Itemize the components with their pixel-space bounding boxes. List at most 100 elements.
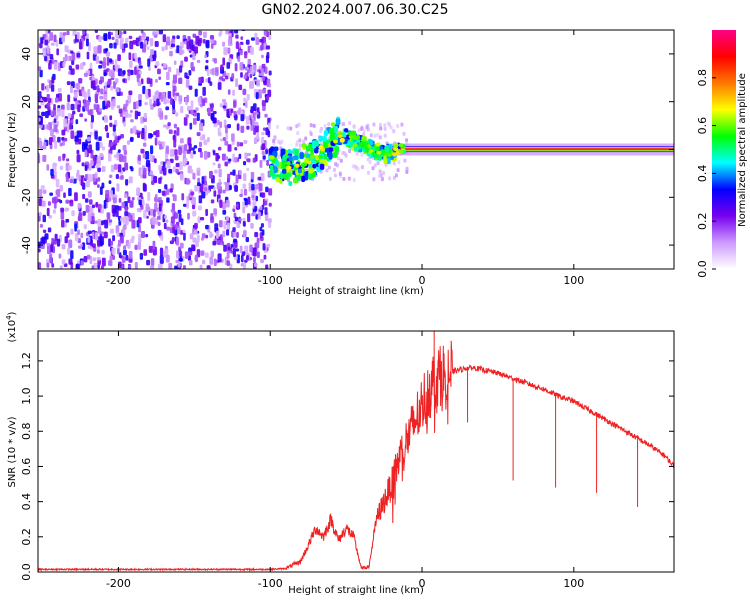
spectrogram-noise-cell <box>243 139 248 144</box>
spectrogram-noise-cell <box>172 88 176 98</box>
spectrogram-halo-cell <box>376 133 380 138</box>
spectrogram-noise-cell <box>187 137 192 146</box>
spectrogram-halo-cell <box>383 123 387 128</box>
spectrogram-noise-cell <box>157 188 162 194</box>
spectrogram-noise-cell <box>74 232 79 242</box>
spectrogram-noise-cell <box>172 194 177 202</box>
spectrogram-noise-cell <box>149 37 154 47</box>
x-tick-label: 100 <box>563 274 584 287</box>
transition-cell <box>273 146 279 152</box>
spectrogram-noise-cell <box>99 141 103 149</box>
spectrogram-halo-cell <box>351 164 355 169</box>
transition-cell <box>297 168 302 174</box>
spectrogram-noise-cell <box>38 66 42 71</box>
spectrogram-noise-cell <box>211 113 215 121</box>
spectrogram-noise-cell <box>55 178 60 188</box>
spectrogram-noise-cell <box>90 159 94 167</box>
spectrogram-noise-cell <box>199 216 205 221</box>
spectrogram-noise-cell <box>39 124 43 129</box>
spectrogram-noise-cell <box>222 57 226 66</box>
spectrogram-noise-cell <box>169 188 173 193</box>
spectrogram-noise-cell <box>118 108 123 114</box>
spectrogram-noise-cell <box>246 125 250 130</box>
spectrogram-noise-cell <box>236 123 240 131</box>
spectrogram-noise-cell <box>96 85 100 92</box>
spectrogram-noise-cell <box>61 109 65 118</box>
spectrogram-noise-cell <box>255 195 259 202</box>
spectrogram-noise-cell <box>187 212 190 220</box>
spectrogram-noise-cell <box>157 263 162 269</box>
spectrogram-noise-cell <box>69 55 73 61</box>
spectrogram-noise-cell <box>117 149 121 153</box>
spectrogram-noise-cell <box>65 176 69 183</box>
spectrogram-noise-cell <box>184 251 189 259</box>
spectrogram-noise-cell <box>215 152 219 162</box>
spectrogram-noise-cell <box>201 176 205 185</box>
spectrogram-noise-cell <box>225 75 229 80</box>
spectrogram-noise-cell <box>155 61 160 67</box>
transition-peak <box>281 161 287 166</box>
spectrogram-noise-cell <box>67 112 72 120</box>
spectrogram-noise-cell <box>240 125 245 133</box>
spectrogram-noise-cell <box>76 31 80 40</box>
spectrogram-noise-cell <box>128 250 133 260</box>
transition-cell <box>375 145 380 151</box>
spectrogram-noise-cell <box>242 262 247 269</box>
spectrogram-noise-cell <box>179 138 184 144</box>
spectrogram-noise-cell <box>70 50 74 54</box>
spectrogram-noise-cell <box>146 46 150 51</box>
transition-cell <box>319 158 324 164</box>
spectrogram-noise-cell <box>207 113 213 117</box>
spectrogram-noise-cell <box>253 137 257 144</box>
spectrogram-noise-cell <box>140 78 144 85</box>
spectrogram-noise-cell <box>53 124 58 133</box>
spectrogram-noise-cell <box>170 97 173 106</box>
spectrogram-noise-cell <box>106 212 111 220</box>
spectrogram-noise-cell <box>70 119 74 124</box>
spectrogram-noise-cell <box>70 85 73 94</box>
spectrogram-noise-cell <box>39 42 43 49</box>
spectrogram-noise-cell <box>113 83 116 90</box>
y-tick-label: 1.2 <box>20 352 33 370</box>
spectrogram-noise-cell <box>124 193 128 199</box>
colorbar-ticks: 0.0 0.2 0.4 0.6 0.8 <box>696 69 716 278</box>
transition-cell <box>344 128 349 133</box>
spectrogram-plot-area <box>38 30 674 269</box>
spectrogram-noise-cell <box>137 81 142 87</box>
spectrogram-noise-cell <box>117 135 121 141</box>
transition-cell <box>314 147 319 154</box>
spectrogram-noise-cell <box>125 179 129 186</box>
spectrogram-noise-cell <box>141 31 146 41</box>
spectrogram-noise-cell <box>245 237 250 243</box>
spectrogram-noise-cell <box>257 89 262 97</box>
spectrogram-noise-cell <box>54 233 58 242</box>
spectrogram-noise-cell <box>62 32 67 36</box>
spectrogram-noise-cell <box>189 122 193 130</box>
spectrogram-noise-cell <box>66 125 70 133</box>
spectrogram-noise-cell <box>110 85 113 91</box>
x-tick-label: 0 <box>419 274 426 287</box>
transition-cell <box>301 175 306 183</box>
spectrogram-noise-cell <box>191 204 196 210</box>
spectrogram-noise-cell <box>202 86 206 96</box>
transition-cell <box>323 130 329 136</box>
spectrogram-noise-cell <box>74 135 79 142</box>
spectrogram-noise-cell <box>207 151 211 158</box>
spectrogram-noise-cell <box>99 152 104 157</box>
spectrogram-noise-cell <box>48 62 52 70</box>
spectrogram-noise-cell <box>108 238 111 247</box>
spectrogram-noise-cell <box>129 60 133 69</box>
spectrogram-noise-cell <box>243 74 247 80</box>
spectrogram-noise-cell <box>166 36 171 46</box>
spectrogram-noise-cell <box>226 260 231 266</box>
spectrogram-noise-cell <box>217 253 222 263</box>
spectrogram-noise-cell <box>80 175 85 179</box>
spectrogram-noise-cell <box>235 248 240 252</box>
spectrogram-noise-cell <box>235 78 238 87</box>
spectrogram-noise-cell <box>97 167 101 173</box>
spectrogram-noise-cell <box>84 198 89 203</box>
spectrogram-noise-cell <box>109 43 113 49</box>
spectrogram-noise-cell <box>146 77 151 84</box>
spectrogram-noise-cell <box>157 229 162 236</box>
spectrogram-noise-cell <box>196 112 200 122</box>
